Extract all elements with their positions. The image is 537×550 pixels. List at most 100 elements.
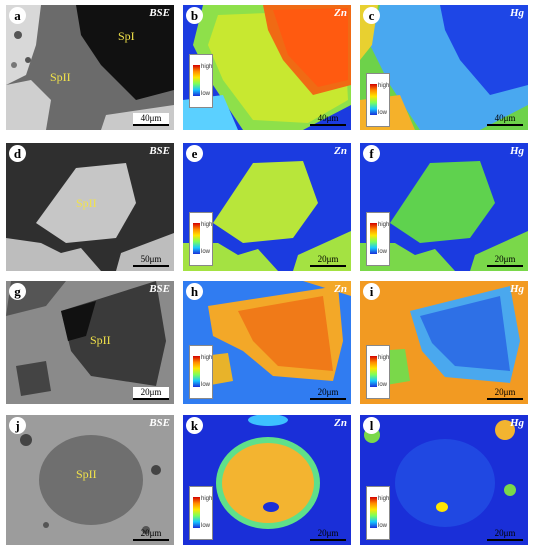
scale-bar-line [310,398,346,400]
color-gradient [193,65,200,96]
color-scale-legend: high low [189,212,213,266]
scale-bar-label: 40μm [140,113,162,123]
panel-b: b Zn high low 40μm [183,5,351,130]
scale-bar: 20μm [487,254,523,267]
color-scale-legend: high low [366,486,390,540]
scale-bar: 40μm [487,113,523,126]
color-scale-legend: high low [366,73,390,127]
image-type-label: BSE [149,145,170,157]
phase-label-spi: SpI [118,29,135,43]
scale-bar-line [487,265,523,267]
color-scale-legend: high low [189,345,213,399]
bse-image-a [6,5,174,130]
phase-label-spii: SpII [50,70,71,84]
panel-label: l [363,417,380,434]
panel-d: d BSE SpII 50μm [6,143,174,271]
scale-bar-label: 20μm [317,528,339,538]
scale-bar-label: 20μm [494,254,516,264]
scale-bar: 20μm [133,528,169,541]
panel-h: h Zn high low 20μm [183,281,351,404]
legend-high-label: high [201,355,213,361]
panel-label: k [186,417,203,434]
panel-a: a BSE SpI SpII 40μm [6,5,174,130]
legend-high-label: high [201,64,213,70]
panel-c: c Hg high low 40μm [360,5,528,130]
legend-high-label: high [378,496,390,502]
scale-bar: 50μm [133,254,169,267]
scale-bar-label: 20μm [140,528,162,538]
legend-high-label: high [378,222,390,228]
panel-g: g BSE SpII 20μm [6,281,174,404]
color-scale-legend: high low [366,212,390,266]
element-label: Zn [334,7,347,19]
panel-label: h [186,283,203,300]
color-scale-legend: high low [366,345,390,399]
panel-label: d [9,145,26,162]
image-type-label: BSE [149,417,170,429]
phase-label-spii: SpII [76,196,97,210]
panel-e: e Zn high low 20μm [183,143,351,271]
legend-high-label: high [378,83,390,89]
scale-bar-line [487,124,523,126]
color-scale-legend: high low [189,54,213,108]
panel-i: i Hg high low 20μm [360,281,528,404]
panel-label: b [186,7,203,24]
scale-bar: 40μm [310,113,346,126]
element-label: Zn [334,283,347,295]
panel-label: i [363,283,380,300]
bse-image-j [6,415,174,545]
scale-bar-label: 40μm [494,113,516,123]
element-label: Hg [509,417,524,429]
image-type-label: BSE [149,7,170,19]
panel-label: j [9,417,26,434]
element-label: Zn [334,417,347,429]
legend-high-label: high [201,496,213,502]
scale-bar-line [487,539,523,541]
scale-bar-label: 20μm [317,387,339,397]
legend-low-label: low [201,382,211,388]
scale-bar: 20μm [310,528,346,541]
scale-bar-line [133,124,169,126]
legend-low-label: low [378,110,388,116]
scale-bar-line [310,265,346,267]
scale-bar-line [133,539,169,541]
color-gradient [193,223,200,254]
scale-bar: 40μm [133,113,169,126]
scale-bar: 20μm [487,387,523,400]
panel-label: c [363,7,380,24]
scale-bar: 20μm [487,528,523,541]
element-label: Zn [334,145,347,157]
image-type-label: BSE [149,283,170,295]
scale-bar-label: 40μm [317,113,339,123]
panel-k: k Zn high low 20μm [183,415,351,545]
scale-bar-line [487,398,523,400]
scale-bar-label: 20μm [494,387,516,397]
scale-bar: 20μm [310,254,346,267]
scale-bar-label: 20μm [494,528,516,538]
scale-bar-line [133,398,169,400]
legend-low-label: low [201,91,211,97]
legend-low-label: low [201,523,211,529]
scale-bar-line [133,265,169,267]
panel-j: j BSE SpII 20μm [6,415,174,545]
panel-label: f [363,145,380,162]
scale-bar-line [310,124,346,126]
color-gradient [370,497,377,528]
scale-bar-label: 20μm [140,387,162,397]
legend-low-label: low [201,249,211,255]
phase-label-spii: SpII [90,333,111,347]
panel-l: l Hg high low 20μm [360,415,528,545]
zn-map-b [183,5,351,130]
scale-bar: 20μm [133,387,169,400]
panel-label: g [9,283,26,300]
panel-f: f Hg high low 20μm [360,143,528,271]
zn-map-e [183,143,351,271]
element-label: Hg [509,7,524,19]
legend-low-label: low [378,523,388,529]
panel-label: a [9,7,26,24]
bse-image-d [6,143,174,271]
scale-bar-label: 50μm [140,254,162,264]
color-gradient [193,356,200,387]
color-gradient [193,497,200,528]
color-gradient [370,223,377,254]
